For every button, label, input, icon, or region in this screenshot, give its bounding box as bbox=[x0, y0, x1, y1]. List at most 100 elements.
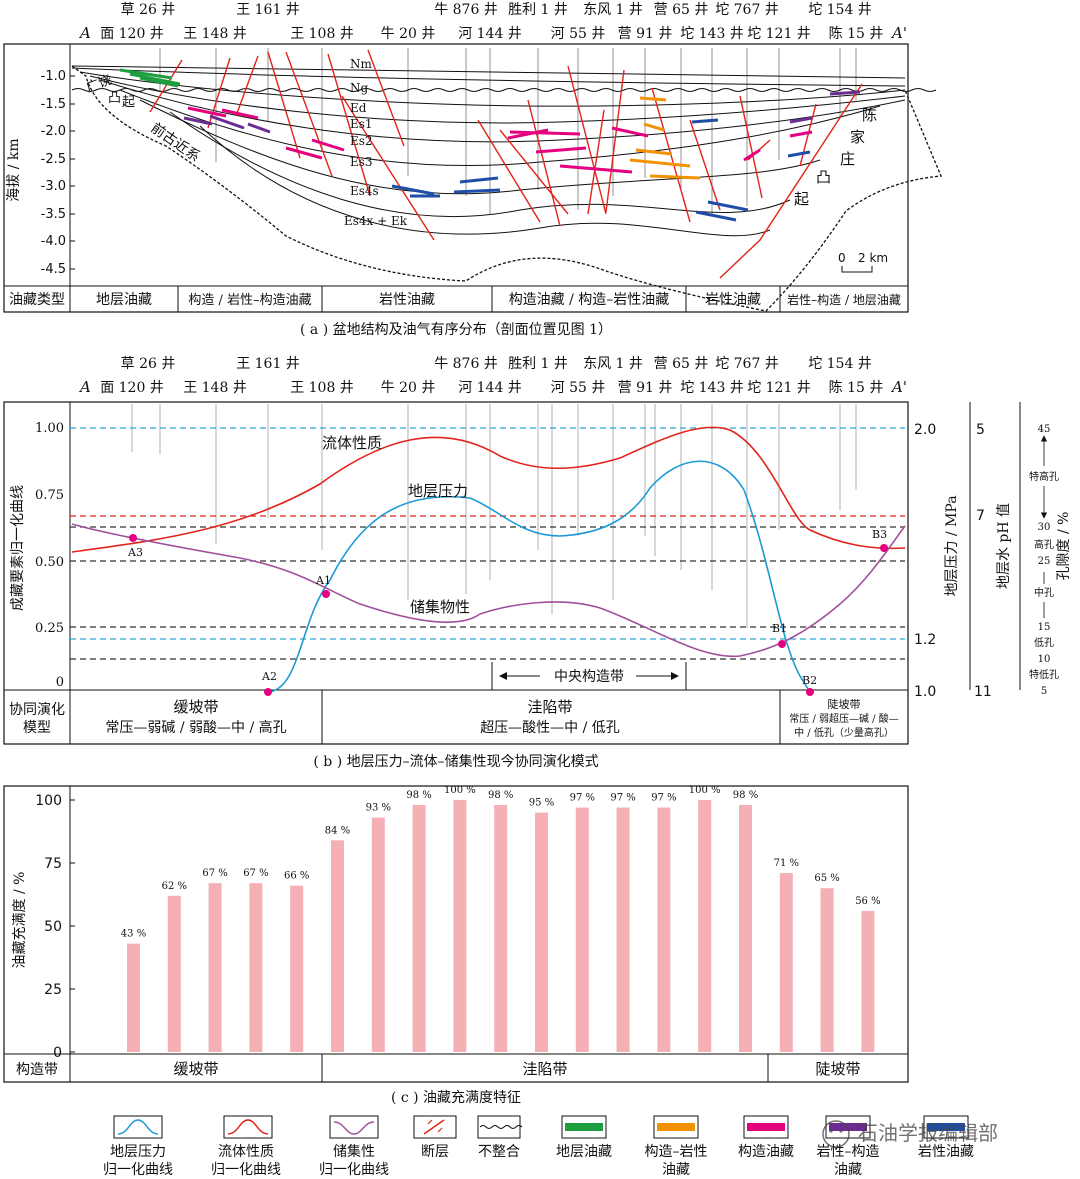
zone-depression: 洼陷带 bbox=[527, 698, 572, 716]
panel-a-y-ticks: -1.0 -1.5 -2.0 -2.5 -3.0 -3.5 -4.0 -4.5 bbox=[41, 69, 75, 277]
svg-text:营 65 井: 营 65 井 bbox=[654, 356, 709, 372]
stratigraphic-reservoir-icon bbox=[561, 1115, 607, 1139]
panel-b-caption: ( b ) 地层压力–流体–储集性现今协同演化模式 bbox=[313, 753, 598, 770]
svg-text:7: 7 bbox=[976, 508, 985, 524]
central-structural-zone: 中央构造带 bbox=[491, 662, 687, 690]
svg-text:凸: 凸 bbox=[816, 168, 831, 186]
svg-text:2.0: 2.0 bbox=[914, 422, 936, 438]
well-label: 河 55 井 bbox=[551, 26, 606, 42]
point-b3: B3 bbox=[872, 528, 887, 541]
legend-item: 地层压力 归一化曲线 bbox=[103, 1115, 173, 1178]
uplift-label: 起 bbox=[122, 95, 135, 110]
structural-lithologic-reservoir-icon bbox=[653, 1115, 699, 1139]
point-b2: B2 bbox=[802, 674, 817, 687]
svg-text:-3.0: -3.0 bbox=[41, 179, 66, 194]
wechat-icon bbox=[822, 1120, 850, 1148]
svg-text:岩性油藏: 岩性油藏 bbox=[705, 292, 761, 308]
wells-header-a: 草 26 井 王 161 井 牛 876 井 胜利 1 井 东风 1 井 营 6… bbox=[78, 1, 907, 42]
fluid-curve-icon bbox=[223, 1115, 273, 1139]
porosity-axis: 45 30 25 15 10 5 特高孔 高孔 中孔 低孔 特低孔 孔隙度 / … bbox=[1019, 402, 1072, 697]
svg-text:-1.5: -1.5 bbox=[41, 97, 66, 112]
y-tick-label: 100 bbox=[35, 793, 62, 809]
legend-item: 储集性 归一化曲线 bbox=[319, 1115, 389, 1178]
svg-text:特高孔: 特高孔 bbox=[1029, 470, 1059, 483]
svg-text:庄: 庄 bbox=[840, 150, 855, 168]
legend-item: 流体性质 归一化曲线 bbox=[211, 1115, 281, 1178]
panel-c-fill-degree: 油藏充满度 / % 0 25 50 75 100 43 % 62 % 67 % 67 % 66 … bbox=[3, 785, 909, 1106]
svg-text:河 144 井: 河 144 井 bbox=[458, 380, 522, 396]
pressure-curve-icon bbox=[113, 1115, 163, 1139]
svg-text:起: 起 bbox=[794, 190, 809, 208]
reservoir-quality-curve bbox=[71, 523, 906, 658]
svg-text:地层油藏: 地层油藏 bbox=[96, 292, 152, 308]
svg-text:坨 143 井: 坨 143 井 bbox=[680, 379, 744, 396]
svg-text:10: 10 bbox=[1038, 654, 1051, 665]
svg-text:构造油藏: 构造油藏 bbox=[738, 1144, 794, 1160]
ph-axis: 5 7 11 地层水 pH 值 bbox=[969, 402, 1012, 700]
y-tick-label: 0 bbox=[53, 1045, 62, 1061]
panel-c-caption: ( c ) 油藏充满度特征 bbox=[391, 1090, 521, 1106]
svg-text:2 km: 2 km bbox=[858, 251, 888, 265]
point-b1: B1 bbox=[772, 622, 787, 635]
svg-text:牛 20 井: 牛 20 井 bbox=[381, 380, 436, 396]
svg-text:归一化曲线: 归一化曲线 bbox=[319, 1161, 389, 1178]
fluid-curve-label: 流体性质 bbox=[322, 434, 382, 452]
svg-text:东风 1 井: 东风 1 井 bbox=[583, 356, 643, 372]
svg-text:断层: 断层 bbox=[421, 1144, 449, 1160]
legend: 地层压力 归一化曲线 流体性质 归一化曲线 储集性 归一化曲线 断层 不整合 bbox=[103, 1115, 998, 1178]
svg-text:1.00: 1.00 bbox=[35, 421, 64, 436]
bar bbox=[779, 873, 793, 1052]
svg-text:岩性–构造 / 地层油藏: 岩性–构造 / 地层油藏 bbox=[787, 292, 901, 307]
svg-text:0.75: 0.75 bbox=[35, 488, 64, 503]
bar bbox=[412, 805, 426, 1052]
svg-text:面 120 井: 面 120 井 bbox=[100, 380, 164, 396]
svg-text:特低孔: 特低孔 bbox=[1029, 668, 1059, 681]
chart-y-ticks: 0 25 50 75 100 bbox=[35, 793, 75, 1061]
svg-text:岩性油藏: 岩性油藏 bbox=[379, 292, 435, 308]
bar-value-label: 95 % bbox=[529, 798, 554, 809]
svg-text:构造 / 岩性–构造油藏: 构造 / 岩性–构造油藏 bbox=[188, 293, 311, 308]
svg-text:低孔: 低孔 bbox=[1034, 636, 1054, 649]
svg-text:王 148 井: 王 148 井 bbox=[183, 380, 247, 396]
legend-item: 构造–岩性 油藏 bbox=[645, 1115, 708, 1178]
watermark: 石油学报编辑部 bbox=[822, 1120, 998, 1148]
pressure-curve-label: 地层压力 bbox=[408, 482, 468, 500]
reservoir-type-header: 油藏类型 bbox=[9, 292, 65, 308]
bar bbox=[167, 895, 181, 1052]
reservoir-curve-icon bbox=[329, 1115, 379, 1139]
well-label: 东风 1 井 bbox=[583, 2, 643, 18]
pressure-curve bbox=[267, 460, 811, 693]
panel-b-y-ticks: 1.00 0.75 0.50 0.25 0 bbox=[35, 421, 64, 690]
bar-value-label: 100 % bbox=[689, 785, 721, 796]
bar bbox=[739, 805, 752, 1052]
well-label: 营 91 井 bbox=[618, 26, 673, 42]
bar-value-label: 43 % bbox=[121, 929, 146, 940]
stratum-es2: Es2 bbox=[350, 134, 373, 148]
stratum-es4s: Es4s bbox=[350, 184, 379, 198]
bar-value-label: 67 % bbox=[202, 868, 227, 879]
legend-item: 不整合 bbox=[477, 1115, 523, 1160]
bar bbox=[290, 885, 304, 1052]
stratum-es4x-ek: Es4x + Ek bbox=[344, 214, 408, 228]
uplift-label: 凸 bbox=[108, 91, 121, 106]
svg-text:-2.5: -2.5 bbox=[41, 152, 66, 167]
panel-a-frame bbox=[3, 43, 909, 313]
bar-value-label: 98 % bbox=[406, 790, 431, 801]
model-header: 协同演化 bbox=[9, 702, 65, 718]
zone-depression-desc: 超压—酸性—中 / 低孔 bbox=[480, 720, 620, 736]
zone-steep-slope-desc2: 中 / 低孔（少量高孔） bbox=[794, 726, 894, 739]
svg-text:油藏: 油藏 bbox=[662, 1162, 690, 1178]
svg-text:-2.0: -2.0 bbox=[41, 124, 66, 139]
zone-gentle-slope: 缓坡带 bbox=[173, 1060, 218, 1078]
svg-text:中孔: 中孔 bbox=[1034, 586, 1054, 599]
right-uplift-labels: 陈 家 庄 凸 起 bbox=[794, 106, 877, 208]
svg-text:石油学报编辑部: 石油学报编辑部 bbox=[858, 1121, 998, 1145]
bar-value-label: 98 % bbox=[488, 790, 513, 801]
svg-text:陈: 陈 bbox=[862, 106, 877, 124]
svg-text:构造油藏 / 构造–岩性油藏: 构造油藏 / 构造–岩性油藏 bbox=[509, 292, 670, 308]
bar-value-label: 98 % bbox=[733, 790, 758, 801]
reservoir-curve-label: 储集物性 bbox=[410, 598, 470, 616]
svg-text:地层油藏: 地层油藏 bbox=[556, 1144, 612, 1160]
svg-text:构造–岩性: 构造–岩性 bbox=[645, 1144, 708, 1160]
svg-text:11: 11 bbox=[974, 684, 992, 700]
